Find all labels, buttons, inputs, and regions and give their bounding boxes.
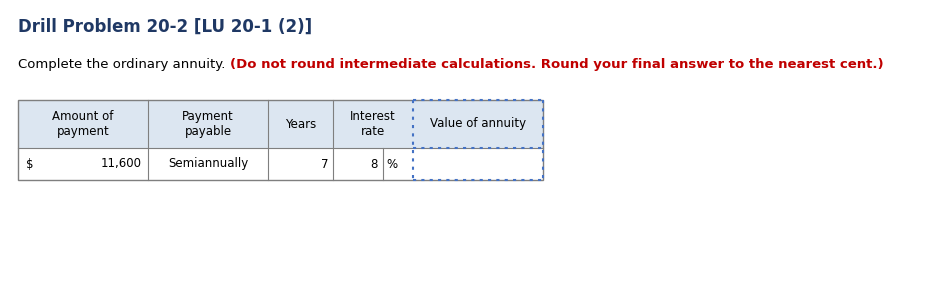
Text: %: % — [386, 158, 398, 171]
Bar — [18, 148, 543, 180]
Text: $: $ — [26, 158, 34, 171]
Text: Value of annuity: Value of annuity — [430, 118, 526, 131]
Bar — [18, 100, 543, 180]
Text: 11,600: 11,600 — [101, 158, 142, 171]
Text: 8: 8 — [370, 158, 378, 171]
Text: Payment
payable: Payment payable — [182, 110, 234, 138]
Text: Semiannually: Semiannually — [168, 158, 248, 171]
Text: Amount of
payment: Amount of payment — [53, 110, 114, 138]
Text: Interest
rate: Interest rate — [350, 110, 396, 138]
Bar — [18, 100, 543, 148]
Text: Complete the ordinary annuity.: Complete the ordinary annuity. — [18, 58, 230, 71]
Text: Drill Problem 20-2 [LU 20-1 (2)]: Drill Problem 20-2 [LU 20-1 (2)] — [18, 18, 312, 36]
Text: Years: Years — [284, 118, 317, 131]
Text: (Do not round intermediate calculations. Round your final answer to the nearest : (Do not round intermediate calculations.… — [230, 58, 884, 71]
Text: 7: 7 — [320, 158, 328, 171]
